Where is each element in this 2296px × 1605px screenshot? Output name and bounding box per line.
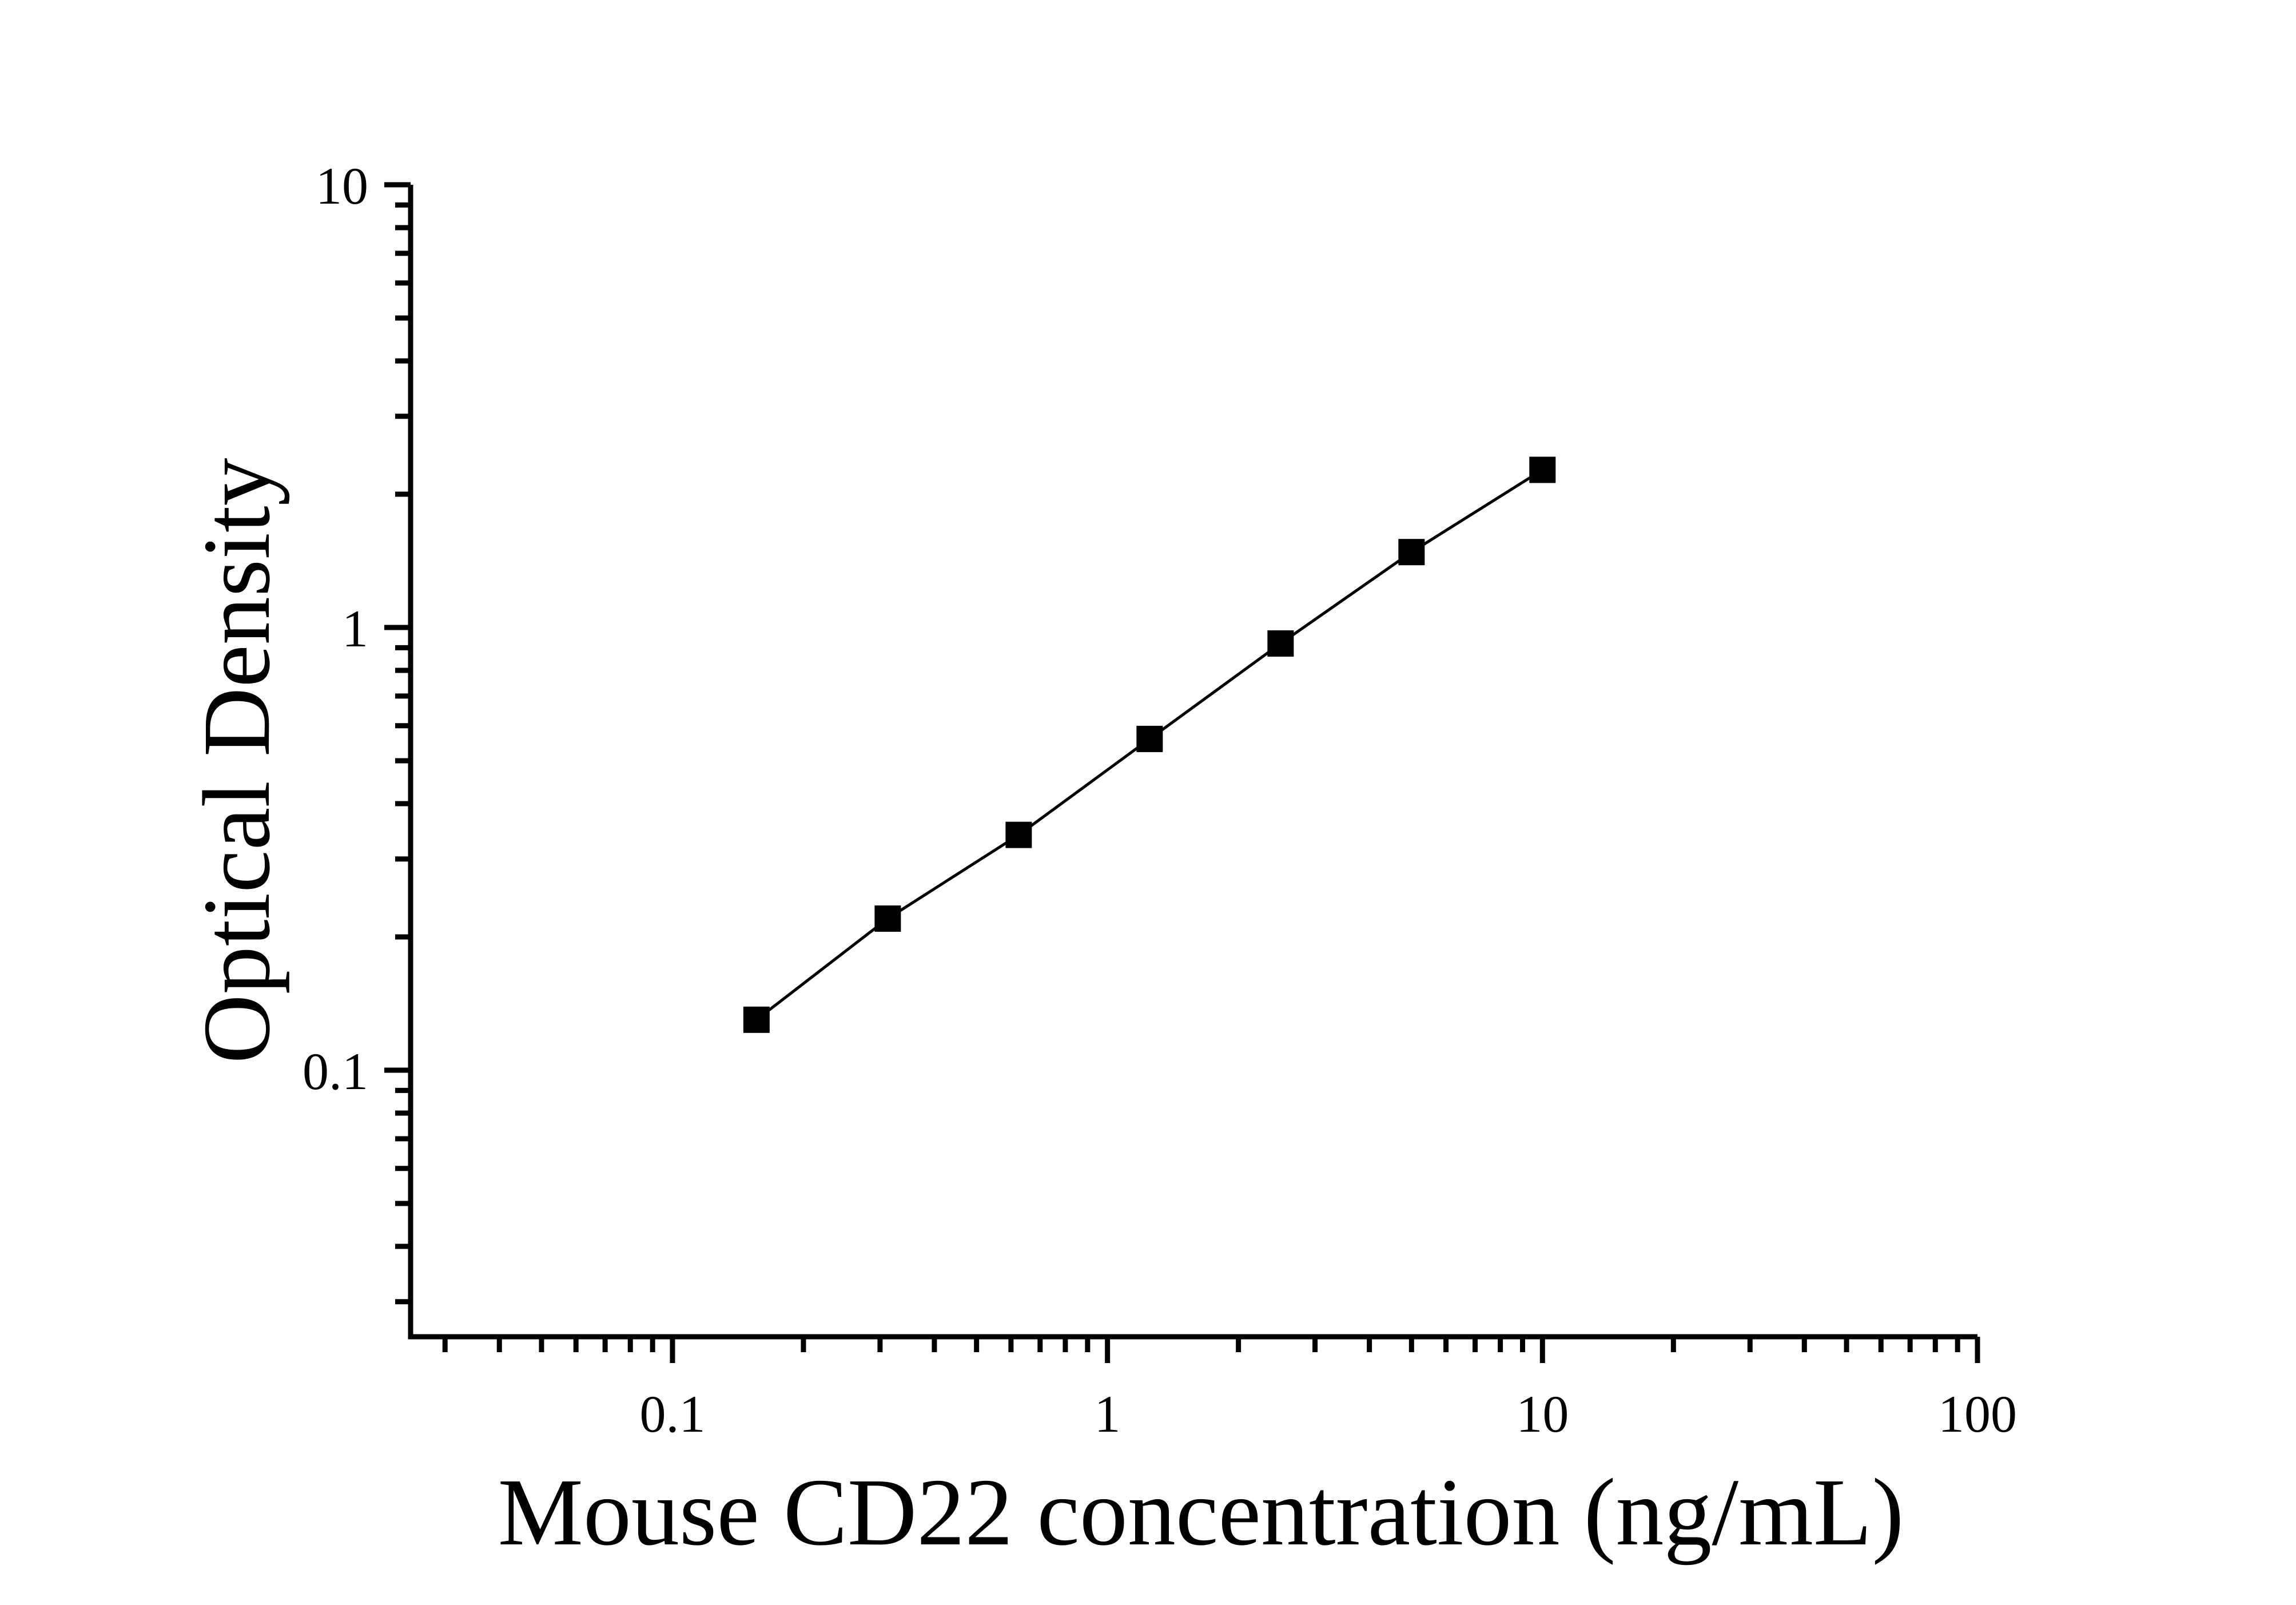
x-tick-label: 1 (1095, 1385, 1121, 1443)
y-axis-title: Optical Density (184, 458, 290, 1063)
tick-labels: 0.1 1 10 100 0.1 1 10 (303, 157, 2017, 1443)
axes (408, 185, 1977, 1340)
data-series (743, 456, 1556, 1033)
x-tick-label: 10 (1516, 1385, 1569, 1443)
y-tick-label: 10 (316, 157, 368, 215)
data-point-marker (743, 1006, 770, 1033)
data-point-marker (1267, 630, 1294, 657)
data-point-marker (874, 905, 901, 932)
axis-ticks (384, 182, 1980, 1363)
data-point-marker (1136, 725, 1163, 752)
axis-spines (408, 185, 1977, 1340)
y-tick-label: 1 (342, 599, 368, 658)
data-point-marker (1529, 456, 1556, 483)
x-axis-title: Mouse CD22 concentration (ng/mL) (498, 1459, 1904, 1566)
x-tick-label: 0.1 (639, 1385, 705, 1443)
data-point-marker (1005, 821, 1032, 848)
y-tick-label: 0.1 (303, 1042, 368, 1101)
x-tick-label: 100 (1938, 1385, 2017, 1443)
data-point-marker (1398, 539, 1425, 566)
